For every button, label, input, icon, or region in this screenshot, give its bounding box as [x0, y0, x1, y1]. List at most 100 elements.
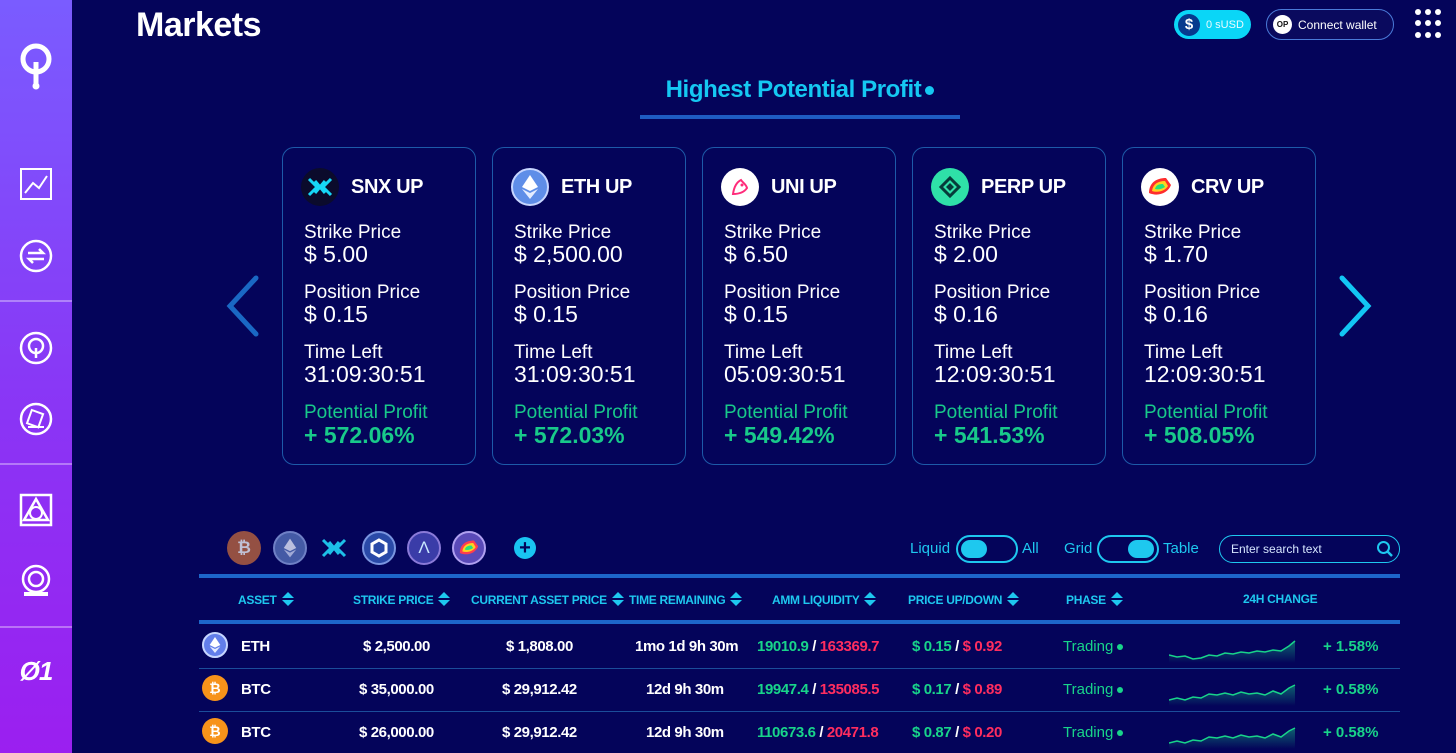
profit-card[interactable]: ETH UP Strike Price $ 2,500.00 Position … — [492, 147, 686, 465]
sort-icon — [281, 592, 294, 607]
column-header-current-asset-price[interactable]: CURRENT ASSET PRICE — [471, 592, 624, 607]
thales-logo-icon[interactable] — [17, 42, 55, 92]
eth-icon — [511, 168, 549, 206]
sort-icon — [1007, 592, 1020, 607]
column-header-price-up-down[interactable]: PRICE UP/DOWN — [908, 592, 1020, 607]
profit-label: Potential Profit — [934, 402, 1058, 423]
profit-card[interactable]: SNX UP Strike Price $ 5.00 Position Pric… — [282, 147, 476, 465]
sidebar: Ø1 — [0, 0, 72, 753]
table-label: Table — [1163, 540, 1199, 557]
time-label: Time Left — [514, 342, 593, 363]
time-label: Time Left — [1144, 342, 1223, 363]
grid-label: Grid — [1064, 540, 1093, 557]
profit-card[interactable]: CRV UP Strike Price $ 1.70 Position Pric… — [1122, 147, 1316, 465]
profit-card[interactable]: PERP UP Strike Price $ 2.00 Position Pri… — [912, 147, 1106, 465]
sparkline-chart — [1169, 640, 1296, 663]
quests-icon[interactable] — [18, 401, 54, 437]
balance-pill[interactable]: $ 0 sUSD — [1174, 10, 1251, 39]
aave-filter-icon[interactable]: Λ — [407, 531, 441, 565]
24h-change: + 0.58% — [1323, 681, 1379, 698]
sparkline-chart — [1169, 684, 1296, 706]
strike-label: Strike Price — [304, 222, 402, 243]
time-value: 05:09:30:51 — [724, 361, 846, 387]
liquid-label: Liquid — [910, 540, 951, 557]
position-value: $ 0.15 — [304, 301, 368, 327]
dollar-coin-icon: $ — [1178, 13, 1200, 36]
connect-wallet-label: Connect wallet — [1298, 17, 1377, 32]
position-label: Position Price — [1144, 282, 1261, 303]
profit-label: Potential Profit — [724, 402, 848, 423]
current-price: $ 1,808.00 — [506, 638, 573, 655]
time-value: 31:09:30:51 — [304, 361, 426, 387]
column-header-asset[interactable]: ASSET — [238, 592, 294, 607]
link-filter-icon[interactable] — [362, 531, 396, 565]
crv-filter-icon[interactable] — [452, 531, 486, 565]
carousel-prev-arrow-icon[interactable] — [222, 272, 262, 340]
position-label: Position Price — [304, 282, 421, 303]
table-row[interactable]: ₿ BTC $ 35,000.00 $ 29,912.42 12d 9h 30m… — [199, 668, 1400, 711]
position-value: $ 0.16 — [934, 301, 998, 327]
profit-value: + 541.53% — [934, 422, 1045, 448]
table-row[interactable]: ₿ BTC $ 26,000.00 $ 29,912.42 12d 9h 30m… — [199, 711, 1400, 753]
section-underline — [640, 115, 960, 119]
perp-icon — [931, 168, 969, 206]
snx-filter-icon[interactable] — [317, 531, 351, 565]
sort-icon — [438, 592, 451, 607]
card-title: ETH UP — [561, 176, 632, 198]
time-value: 31:09:30:51 — [514, 361, 636, 387]
24h-change: + 1.58% — [1323, 638, 1379, 655]
profit-card[interactable]: UNI UP Strike Price $ 6.50 Position Pric… — [702, 147, 896, 465]
carousel-next-arrow-icon[interactable] — [1336, 272, 1376, 340]
column-header-strike-price[interactable]: STRIKE PRICE — [353, 592, 451, 607]
btc-filter-icon[interactable]: ₿ — [227, 531, 261, 565]
info-dot-icon[interactable] — [925, 86, 935, 96]
time-value: 12:09:30:51 — [934, 361, 1056, 387]
balance-text: 0 sUSD — [1206, 18, 1244, 31]
column-header-time-remaining[interactable]: TIME REMAINING — [629, 592, 743, 607]
grid-table-toggle[interactable] — [1097, 535, 1159, 563]
sidebar-bottom-logo[interactable]: Ø1 — [19, 656, 54, 686]
swap-icon[interactable] — [18, 238, 54, 274]
profit-label: Potential Profit — [514, 402, 638, 423]
connect-wallet-button[interactable]: OP Connect wallet — [1266, 9, 1394, 40]
toggle-knob — [1128, 540, 1154, 558]
strike-price: $ 35,000.00 — [359, 681, 434, 698]
apps-grid-icon[interactable] — [1415, 9, 1445, 39]
sidebar-divider — [0, 626, 72, 628]
search-icon[interactable] — [1376, 540, 1394, 558]
column-header-phase[interactable]: PHASE — [1066, 592, 1123, 607]
markets-chart-icon[interactable] — [18, 166, 54, 202]
overtime-icon[interactable] — [18, 330, 54, 366]
sort-icon — [1110, 592, 1123, 607]
exotic-icon[interactable] — [18, 563, 54, 599]
amm-liquidity: 19010.9 / 163369.7 — [757, 638, 880, 655]
time-label: Time Left — [304, 342, 383, 363]
strike-value: $ 2.00 — [934, 241, 998, 267]
liquid-all-toggle[interactable] — [956, 535, 1018, 563]
search-input[interactable] — [1219, 535, 1400, 563]
sort-icon — [730, 592, 743, 607]
time-label: Time Left — [934, 342, 1013, 363]
time-remaining: 12d 9h 30m — [646, 724, 724, 741]
card-title: PERP UP — [981, 176, 1066, 198]
position-label: Position Price — [724, 282, 841, 303]
toggle-knob — [961, 540, 987, 558]
page-title: Markets — [136, 6, 262, 44]
strike-value: $ 2,500.00 — [514, 241, 623, 267]
add-asset-plus-icon[interactable]: + — [514, 537, 536, 559]
profit-label: Potential Profit — [1144, 402, 1268, 423]
column-header-amm-liquidity[interactable]: AMM LIQUIDITY — [772, 592, 877, 607]
24h-change: + 0.58% — [1323, 724, 1379, 741]
table-header-bar — [199, 620, 1400, 624]
thales-royale-icon[interactable] — [18, 492, 54, 528]
phase-status: Trading — [1063, 724, 1124, 741]
time-remaining: 1mo 1d 9h 30m — [635, 638, 739, 655]
strike-label: Strike Price — [1144, 222, 1242, 243]
price-up-down: $ 0.87 / $ 0.20 — [912, 724, 1002, 741]
current-price: $ 29,912.42 — [502, 681, 577, 698]
btc-icon: ₿ — [202, 718, 228, 744]
eth-filter-icon[interactable] — [273, 531, 307, 565]
table-row[interactable]: ETH $ 2,500.00 $ 1,808.00 1mo 1d 9h 30m … — [199, 625, 1400, 668]
phase-status: Trading — [1063, 681, 1124, 698]
all-label: All — [1022, 540, 1039, 557]
